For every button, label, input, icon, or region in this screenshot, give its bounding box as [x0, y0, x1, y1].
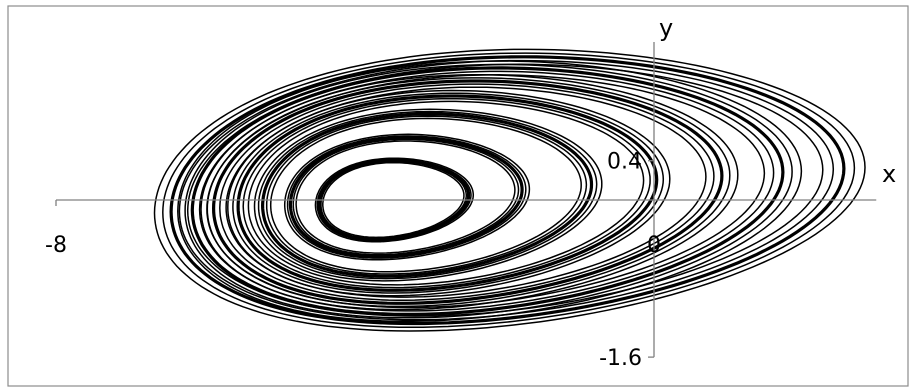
tick-labels: -8 0 0.4 -1.6	[45, 150, 661, 371]
series-loop-16	[242, 97, 651, 289]
series-loop-0	[322, 161, 465, 239]
series-loop-31	[178, 59, 835, 321]
series-loop-19	[227, 89, 671, 297]
series-loop-33	[162, 52, 856, 329]
y-axis-label: y	[659, 14, 673, 42]
series-loop-18	[232, 92, 665, 294]
series-loop-10	[269, 117, 582, 273]
series-loop-22	[211, 79, 724, 305]
series-loop-17	[236, 94, 659, 292]
series-loop-3	[316, 158, 472, 242]
series-loop-26	[198, 70, 775, 312]
series-loop-21	[219, 83, 715, 301]
series-loop-32	[169, 55, 846, 326]
series-loop-25	[206, 74, 766, 309]
series-loop-4	[314, 157, 475, 243]
series-loop-5	[295, 140, 516, 254]
series-loop-30	[186, 63, 824, 317]
x-tick-label: -8	[45, 233, 67, 258]
series-layer	[153, 48, 866, 332]
series-loop-28	[184, 63, 793, 319]
x-tick-label: 0	[647, 233, 661, 258]
x-axis-label: x	[882, 160, 896, 188]
series-loop-20	[225, 86, 707, 298]
y-tick-label: 0.4	[607, 150, 642, 175]
series-loop-11	[265, 115, 588, 275]
series-loop-9	[283, 133, 531, 261]
series-loop-8	[286, 135, 527, 259]
series-loop-24	[200, 73, 739, 311]
series-loop-34	[153, 48, 866, 332]
series-loop-12	[260, 112, 594, 278]
axes: x y	[56, 14, 896, 358]
series-loop-13	[257, 110, 598, 280]
y-tick-label: -1.6	[599, 346, 642, 371]
series-loop-27	[190, 66, 785, 316]
series-loop-15	[247, 100, 645, 286]
series-loop-7	[288, 136, 524, 258]
series-loop-6	[292, 138, 520, 256]
series-loop-2	[317, 158, 471, 242]
series-loop-14	[253, 108, 603, 282]
